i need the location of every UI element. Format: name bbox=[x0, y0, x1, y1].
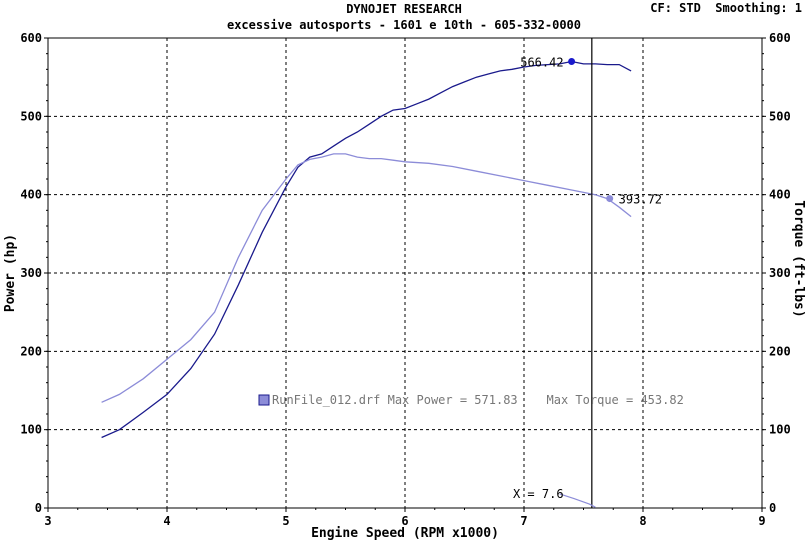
y-tick-label-right: 300 bbox=[769, 266, 791, 280]
y-tick-label-left: 300 bbox=[20, 266, 42, 280]
cf-label: CF: STD bbox=[650, 1, 701, 15]
series-line-torque bbox=[101, 153, 632, 403]
y-tick-label-right: 400 bbox=[769, 188, 791, 202]
series-group bbox=[101, 60, 632, 439]
cf-smoothing-readout: CF: STD Smoothing: 1 bbox=[650, 1, 802, 15]
y-tick-label-right: 500 bbox=[769, 109, 791, 123]
x-tick-label: 9 bbox=[758, 514, 765, 528]
y-axis-label-left: Power (hp) bbox=[3, 234, 18, 312]
y-axis-label-right: Torque (ft-lbs) bbox=[791, 200, 806, 317]
chart-subtitle: excessive autosports - 1601 e 10th - 605… bbox=[226, 18, 581, 32]
y-tick-label-left: 100 bbox=[20, 423, 42, 437]
legend-text: RunFile_012.drf Max Power = 571.83 Max T… bbox=[272, 393, 684, 407]
y-tick-label-right: 0 bbox=[769, 501, 776, 515]
torque-marker-dot bbox=[606, 195, 614, 203]
x-tick-label: 7 bbox=[520, 514, 527, 528]
torque-marker-label: 393.72 bbox=[619, 193, 662, 207]
x-tick-label: 5 bbox=[282, 514, 289, 528]
y-tick-label-left: 400 bbox=[20, 188, 42, 202]
x-tick-label: 8 bbox=[639, 514, 646, 528]
grid-lines bbox=[48, 38, 762, 508]
power-marker-label: 566.42 bbox=[520, 56, 563, 70]
y-tick-label-left: 0 bbox=[35, 501, 42, 515]
y-tick-label-right: 100 bbox=[769, 423, 791, 437]
overlay-group: X = 7.6 566.42 393.72 RunFile_012.drf Max P… bbox=[258, 38, 684, 508]
y-tick-label-right: 600 bbox=[769, 31, 791, 45]
cursor-trace bbox=[559, 493, 596, 508]
x-tick-label: 6 bbox=[401, 514, 408, 528]
chart-title: DYNOJET RESEARCH bbox=[346, 2, 462, 16]
cursor-label: X = 7.6 bbox=[513, 487, 564, 501]
series-line-power bbox=[101, 60, 632, 439]
smoothing-label: Smoothing: 1 bbox=[715, 1, 802, 15]
x-axis-label: Engine Speed (RPM x1000) bbox=[311, 526, 499, 541]
power-marker-dot bbox=[568, 58, 576, 65]
y-tick-label-left: 200 bbox=[20, 344, 42, 358]
legend-swatch bbox=[258, 394, 270, 406]
x-tick-label: 3 bbox=[44, 514, 51, 528]
y-tick-label-left: 600 bbox=[20, 31, 42, 45]
y-tick-label-right: 200 bbox=[769, 344, 791, 358]
y-tick-label-left: 500 bbox=[20, 109, 42, 123]
x-tick-label: 4 bbox=[163, 514, 170, 528]
